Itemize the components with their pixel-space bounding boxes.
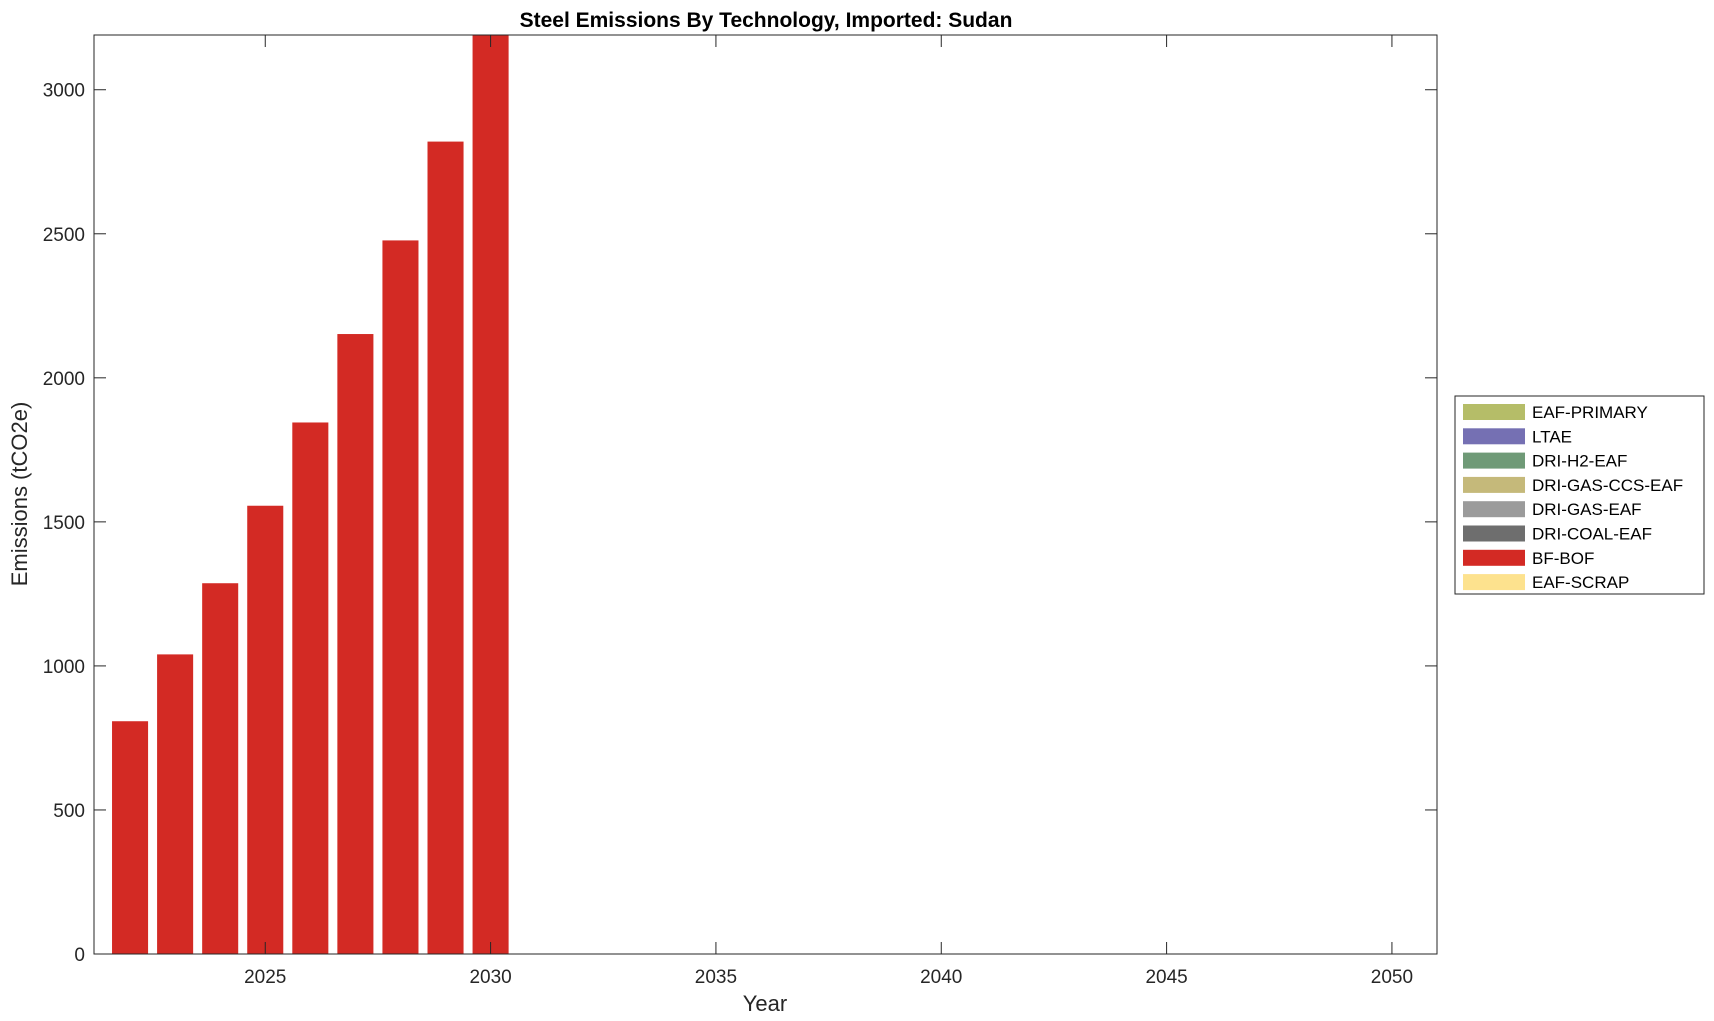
legend-label-bf-bof: BF-BOF: [1532, 549, 1594, 568]
legend-label-dri-h2-eaf: DRI-H2-EAF: [1532, 452, 1627, 471]
legend-label-ltae: LTAE: [1532, 427, 1572, 446]
y-tick-label: 0: [74, 945, 85, 966]
legend-swatch-ltae: [1463, 428, 1525, 445]
y-tick-label: 2000: [43, 369, 85, 390]
y-tick-label: 2500: [43, 225, 85, 246]
x-axis: 2025 2030 2035 2040 2045 2050: [244, 35, 1413, 988]
x-tick-label: 2030: [469, 967, 511, 988]
legend-label-dri-gas-eaf: DRI-GAS-EAF: [1532, 500, 1642, 519]
bar-bf-bof-2025: [247, 505, 284, 954]
axes-box: [93, 34, 1438, 955]
bar-bf-bof-2027: [337, 334, 374, 954]
y-axis: 0 500 1000 1500 2000 2500 3000: [43, 81, 1437, 966]
legend-label-eaf-scrap: EAF-SCRAP: [1532, 573, 1629, 592]
bar-bf-bof-2029: [427, 141, 464, 955]
legend: EAF-PRIMARY LTAE DRI-H2-EAF DRI-GAS-CCS-EAF…: [1454, 395, 1705, 595]
bar-bf-bof-2023: [157, 654, 194, 954]
legend-label-dri-coal-eaf: DRI-COAL-EAF: [1532, 525, 1652, 544]
x-tick-label: 2045: [1145, 967, 1187, 988]
x-tick-label: 2050: [1371, 967, 1413, 988]
x-tick-label: 2025: [244, 967, 286, 988]
x-tick-label: 2035: [695, 967, 737, 988]
x-tick-label: 2040: [920, 967, 962, 988]
bar-bf-bof-2030: [472, 35, 509, 954]
legend-swatch-bf-bof: [1463, 549, 1525, 566]
plot-area: 2025 2030 2035 2040 2045 2050 0 500 1000 1500 200…: [43, 34, 1438, 988]
y-tick-label: 500: [53, 801, 85, 822]
y-axis-title: Emissions (tCO2e): [7, 402, 32, 587]
y-tick-label: 1000: [43, 657, 85, 678]
legend-label-eaf-primary: EAF-PRIMARY: [1532, 403, 1648, 422]
legend-swatch-eaf-primary: [1463, 404, 1525, 420]
bar-bf-bof-2022: [112, 721, 149, 954]
bar-bf-bof-2026: [292, 422, 329, 955]
bar-bf-bof-2024: [202, 583, 239, 954]
bar-bf-bof-2028: [382, 240, 419, 954]
legend-swatch-dri-gas-eaf: [1463, 501, 1525, 518]
y-tick-label: 3000: [43, 81, 85, 102]
legend-swatch-dri-gas-ccs-eaf: [1463, 476, 1525, 493]
chart-title: Steel Emissions By Technology, Imported:…: [520, 9, 1013, 32]
bars: [112, 35, 509, 955]
legend-swatch-eaf-scrap: [1463, 574, 1525, 591]
legend-label-dri-gas-ccs-eaf: DRI-GAS-CCS-EAF: [1532, 476, 1683, 495]
legend-swatch-dri-coal-eaf: [1463, 525, 1525, 542]
x-axis-title: Year: [743, 991, 787, 1016]
legend-swatch-dri-h2-eaf: [1463, 452, 1525, 469]
y-tick-label: 1500: [43, 513, 85, 534]
